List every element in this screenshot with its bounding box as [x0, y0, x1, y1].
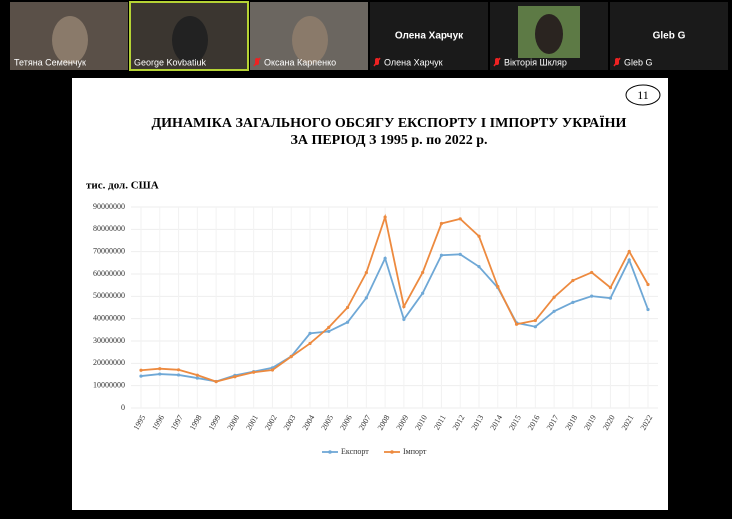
- video-tile: [610, 2, 728, 70]
- mute-icon: [375, 58, 379, 65]
- page-number-oval: [625, 84, 661, 106]
- y-tick-label: 0: [121, 403, 125, 412]
- data-point: [402, 317, 406, 321]
- mute-icon: [495, 58, 499, 65]
- data-point: [158, 367, 162, 371]
- data-point: [345, 320, 350, 324]
- data-point: [571, 300, 575, 304]
- data-point: [477, 265, 481, 269]
- data-point: [176, 368, 181, 372]
- participant-name: Gleb G: [624, 57, 653, 67]
- data-point: [608, 286, 613, 290]
- participant-name: Оксана Карпенко: [264, 57, 336, 67]
- data-point: [345, 305, 350, 310]
- data-point: [195, 373, 199, 377]
- participant-name: Олена Харчук: [384, 57, 443, 67]
- video-tile: [370, 2, 488, 70]
- participant-name: Тетяна Семенчук: [14, 57, 86, 67]
- y-tick-label: 40000000: [93, 313, 125, 322]
- data-point: [458, 252, 462, 256]
- person: [52, 16, 88, 64]
- data-point: [646, 307, 650, 312]
- person: [292, 16, 328, 64]
- data-point: [233, 375, 237, 379]
- data-point: [308, 331, 312, 336]
- data-point: [590, 294, 594, 298]
- y-tick-label: 80000000: [93, 224, 125, 233]
- data-point: [439, 253, 444, 257]
- chart-title: ДИНАМІКА ЗАГАЛЬНОГО ОБСЯГУ ЕКСПОРТУ І ІМ…: [152, 115, 627, 131]
- data-point: [364, 296, 368, 300]
- data-point: [552, 309, 556, 313]
- data-point: [496, 284, 500, 289]
- legend-label: Імпорт: [403, 447, 427, 456]
- legend-swatch: [328, 450, 332, 454]
- series-line: [140, 213, 649, 383]
- data-point: [552, 295, 556, 299]
- data-point: [533, 325, 537, 329]
- y-tick-label: 30000000: [93, 336, 125, 345]
- data-point: [139, 374, 143, 378]
- data-point: [327, 325, 331, 329]
- page-number: 11: [637, 88, 649, 102]
- y-tick-label: 20000000: [93, 358, 125, 367]
- slide: [72, 78, 668, 510]
- data-point: [214, 380, 218, 384]
- y-tick-label: 70000000: [93, 246, 125, 255]
- data-point: [533, 318, 537, 323]
- participant-name: Вікторія Шкляр: [504, 57, 567, 67]
- y-tick-label: 50000000: [93, 291, 125, 300]
- data-point: [158, 372, 162, 376]
- person: [172, 16, 208, 64]
- data-point: [139, 368, 143, 372]
- data-point: [289, 355, 293, 359]
- mute-icon: [615, 58, 619, 65]
- data-point: [176, 373, 181, 377]
- data-point: [270, 368, 275, 372]
- legend-swatch: [390, 450, 394, 454]
- data-point: [627, 249, 631, 254]
- display-name: Gleb G: [653, 31, 686, 42]
- data-point: [608, 296, 613, 300]
- y-axis-label: тис. дол. США: [86, 180, 159, 192]
- data-point: [327, 329, 331, 333]
- data-point: [402, 305, 406, 309]
- mute-icon: [255, 58, 259, 65]
- data-point: [646, 282, 650, 287]
- y-tick-label: 60000000: [93, 269, 125, 278]
- data-point: [458, 217, 462, 221]
- data-point: [421, 270, 425, 275]
- data-point: [439, 221, 444, 226]
- data-point: [364, 271, 368, 275]
- legend-label: Експорт: [341, 447, 369, 456]
- data-point: [252, 370, 256, 374]
- data-point: [590, 270, 594, 275]
- person: [535, 14, 563, 54]
- data-point: [421, 291, 425, 295]
- y-tick-label: 90000000: [93, 202, 125, 211]
- y-tick-label: 10000000: [93, 380, 125, 389]
- data-point: [195, 376, 199, 380]
- participant-name: George Kovbatiuk: [134, 57, 207, 67]
- data-point: [477, 234, 481, 238]
- data-point: [383, 256, 387, 260]
- chart-subtitle: ЗА ПЕРІОД З 1995 р. по 2022 р.: [290, 133, 487, 148]
- data-point: [571, 278, 575, 283]
- data-point: [514, 322, 519, 326]
- data-point: [308, 341, 312, 346]
- display-name: Олена Харчук: [395, 31, 464, 42]
- data-point: [383, 215, 387, 219]
- data-point: [627, 258, 631, 262]
